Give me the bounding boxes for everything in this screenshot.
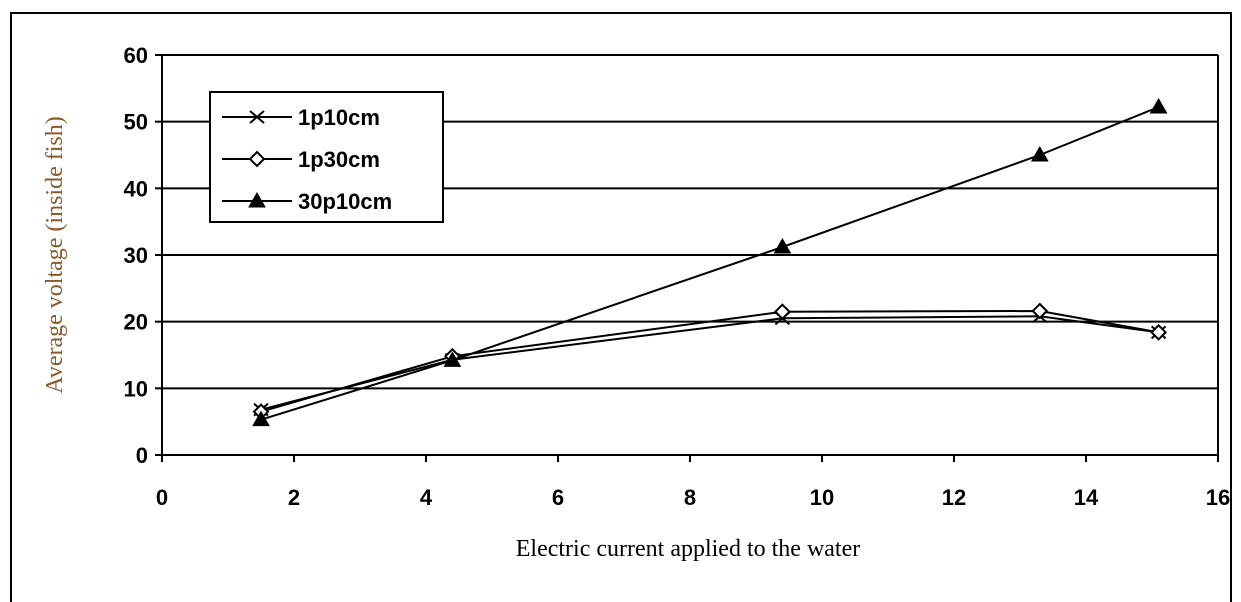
x-tick-label: 10 [810,485,834,510]
marker-diamond [773,303,791,321]
y-tick-labels: 0 10 20 30 40 50 60 [124,43,148,468]
marker-triangle [252,410,270,427]
legend-item: 1p30cm [222,147,380,172]
y-tick-label: 20 [124,310,148,335]
legend-label: 1p10cm [298,105,380,130]
series-group [252,97,1168,427]
y-tick-label: 30 [124,243,148,268]
legend-item: 1p10cm [222,105,380,130]
x-tick-label: 8 [684,485,696,510]
legend-label: 1p30cm [298,147,380,172]
chart-frame [10,12,1232,602]
x-tick-label: 12 [942,485,966,510]
series-1p10cm [253,309,1167,417]
x-tick-label: 0 [156,485,168,510]
marker-x [249,110,265,124]
line-chart: 0 10 20 30 40 50 60 0 2 4 6 8 10 12 14 16 Electric cur… [42,43,1230,562]
marker-triangle [773,237,792,254]
marker-triangle [248,191,266,208]
marker-triangle [443,351,462,367]
y-tick-label: 0 [136,443,148,468]
x-tick-label: 6 [552,485,564,510]
y-axis-label: Average voltage (inside fish) [42,116,68,393]
x-tick-label: 4 [420,485,433,510]
x-tick-label: 2 [288,485,300,510]
axes [155,54,1219,462]
x-tick-label: 16 [1206,485,1230,510]
marker-diamond [248,150,266,168]
legend: 1p10cm 1p30cm 30p10cm [209,91,444,223]
x-tick-label: 14 [1074,485,1099,510]
series-line [260,309,1159,413]
marker-triangle [1030,145,1049,162]
legend-item: 30p10cm [222,189,392,214]
series-line [260,315,1159,411]
x-tick-labels: 0 2 4 6 8 10 12 14 16 [156,485,1230,510]
y-tick-label: 60 [124,43,148,68]
marker-diamond [1150,323,1168,341]
series-30p10cm [252,97,1168,427]
y-tick-label: 10 [124,376,148,401]
marker-triangle [1149,97,1168,114]
legend-label: 30p10cm [298,189,392,214]
y-tick-label: 40 [124,176,148,201]
x-axis-label: Electric current applied to the water [516,536,861,562]
y-tick-label: 50 [124,110,148,135]
marker-diamond [1031,302,1049,320]
